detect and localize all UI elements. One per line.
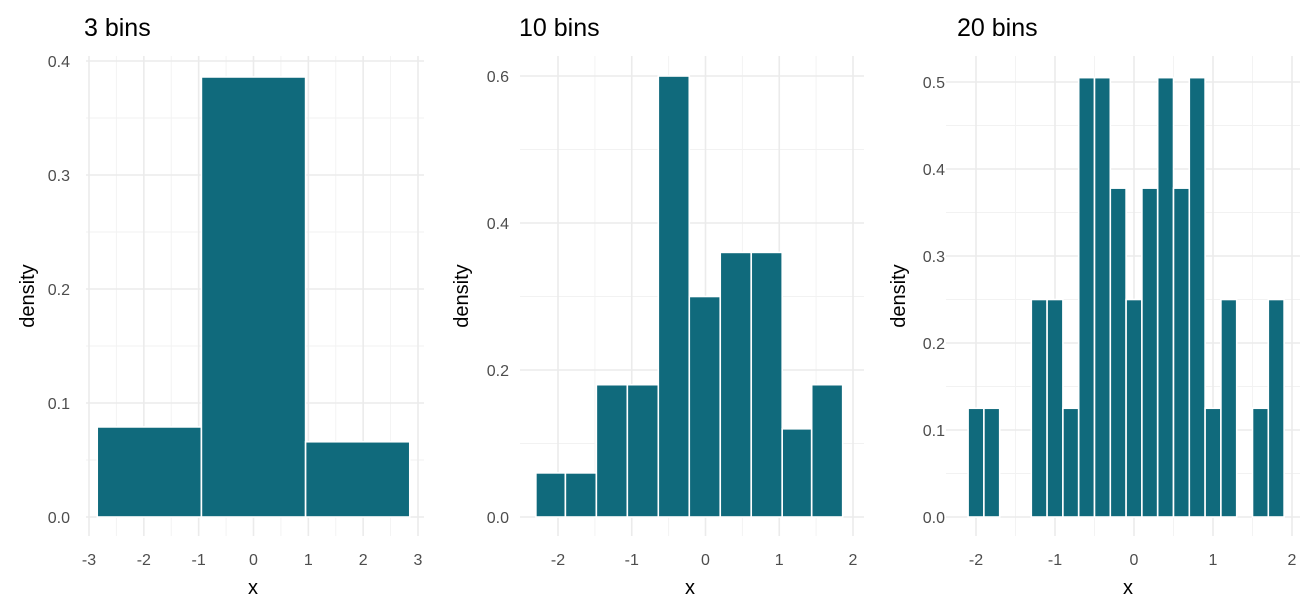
- x-tick-label: -3: [82, 552, 96, 569]
- bars: [967, 76, 1285, 518]
- x-tick-label: 1: [775, 552, 784, 569]
- panel-3: -2 -1 0 1 2 0.0 0.1 0.2 0.3 0.4 0.5 20 bins x density: [888, 14, 1300, 599]
- bars: [535, 75, 844, 518]
- x-tick-label: -1: [192, 552, 206, 569]
- x-tick-label: 0: [701, 552, 710, 569]
- bar: [1156, 76, 1175, 518]
- bar: [1046, 298, 1064, 518]
- y-tick-label: 0.4: [487, 216, 509, 233]
- bar: [1077, 76, 1096, 518]
- bar: [983, 407, 1001, 518]
- x-tick-label: -1: [1048, 552, 1062, 569]
- panel-2: -2 -1 0 1 2 0.0 0.2 0.4 0.6 10 bins x density: [451, 14, 864, 599]
- bar: [657, 75, 691, 518]
- bar: [200, 76, 307, 518]
- bar: [304, 440, 411, 518]
- panel-title: 10 bins: [519, 14, 600, 42]
- y-tick-label: 0.3: [923, 249, 945, 266]
- bar: [781, 427, 813, 518]
- x-axis-title: x: [248, 577, 258, 599]
- bar: [750, 251, 783, 518]
- y-tick-label: 0.4: [923, 162, 945, 179]
- x-tick-label: 0: [249, 552, 258, 569]
- panel-1: -3 -2 -1 0 1 2 3 0.0 0.1 0.2 0.3 0.4 3 bins x density: [17, 14, 424, 599]
- x-tick-label: -2: [551, 552, 565, 569]
- bar: [1251, 407, 1270, 518]
- y-tick-label: 0.5: [923, 75, 945, 92]
- y-tick-label: 0.2: [48, 282, 70, 299]
- y-axis-title: density: [888, 264, 910, 327]
- bar: [1188, 76, 1206, 518]
- y-axis-title: density: [451, 264, 473, 327]
- x-tick-label: -2: [137, 552, 151, 569]
- bar: [1141, 187, 1159, 518]
- bar: [595, 383, 629, 518]
- y-tick-label: 0.0: [48, 510, 70, 527]
- x-tick-label: 0: [1130, 552, 1139, 569]
- bar: [96, 426, 203, 518]
- bar: [1220, 298, 1238, 518]
- x-tick-label: 3: [414, 552, 423, 569]
- panel-title: 20 bins: [957, 14, 1038, 42]
- x-axis-title: x: [685, 577, 695, 599]
- x-tick-label: 2: [359, 552, 368, 569]
- bar: [1172, 187, 1191, 518]
- bar: [1204, 407, 1222, 518]
- x-tick-label: 1: [304, 552, 313, 569]
- bar: [626, 383, 660, 518]
- bar: [688, 295, 722, 518]
- bar: [1093, 76, 1112, 518]
- y-tick-label: 0.4: [48, 54, 70, 71]
- x-tick-label: 2: [1288, 552, 1297, 569]
- bar: [1267, 298, 1285, 518]
- bar: [1062, 407, 1080, 518]
- bar: [535, 472, 567, 518]
- x-tick-label: -1: [625, 552, 639, 569]
- bar: [1030, 298, 1048, 518]
- y-tick-label: 0.0: [923, 510, 945, 527]
- bar: [719, 251, 753, 518]
- bar: [1109, 187, 1127, 518]
- y-tick-label: 0.2: [923, 336, 945, 353]
- y-tick-label: 0.2: [487, 363, 509, 380]
- bars: [96, 76, 411, 518]
- bar: [1125, 298, 1143, 518]
- y-tick-label: 0.1: [48, 396, 70, 413]
- x-tick-label: -2: [969, 552, 983, 569]
- y-axis-title: density: [17, 264, 39, 327]
- panel-title: 3 bins: [84, 14, 151, 42]
- x-axis-title: x: [1123, 577, 1133, 599]
- y-tick-label: 0.6: [487, 69, 509, 86]
- y-tick-label: 0.1: [923, 423, 945, 440]
- x-tick-label: 1: [1209, 552, 1218, 569]
- x-tick-label: 2: [849, 552, 858, 569]
- y-tick-label: 0.0: [487, 510, 509, 527]
- bar: [967, 407, 985, 518]
- y-tick-label: 0.3: [48, 168, 70, 185]
- bar: [564, 472, 598, 518]
- bar: [810, 383, 844, 518]
